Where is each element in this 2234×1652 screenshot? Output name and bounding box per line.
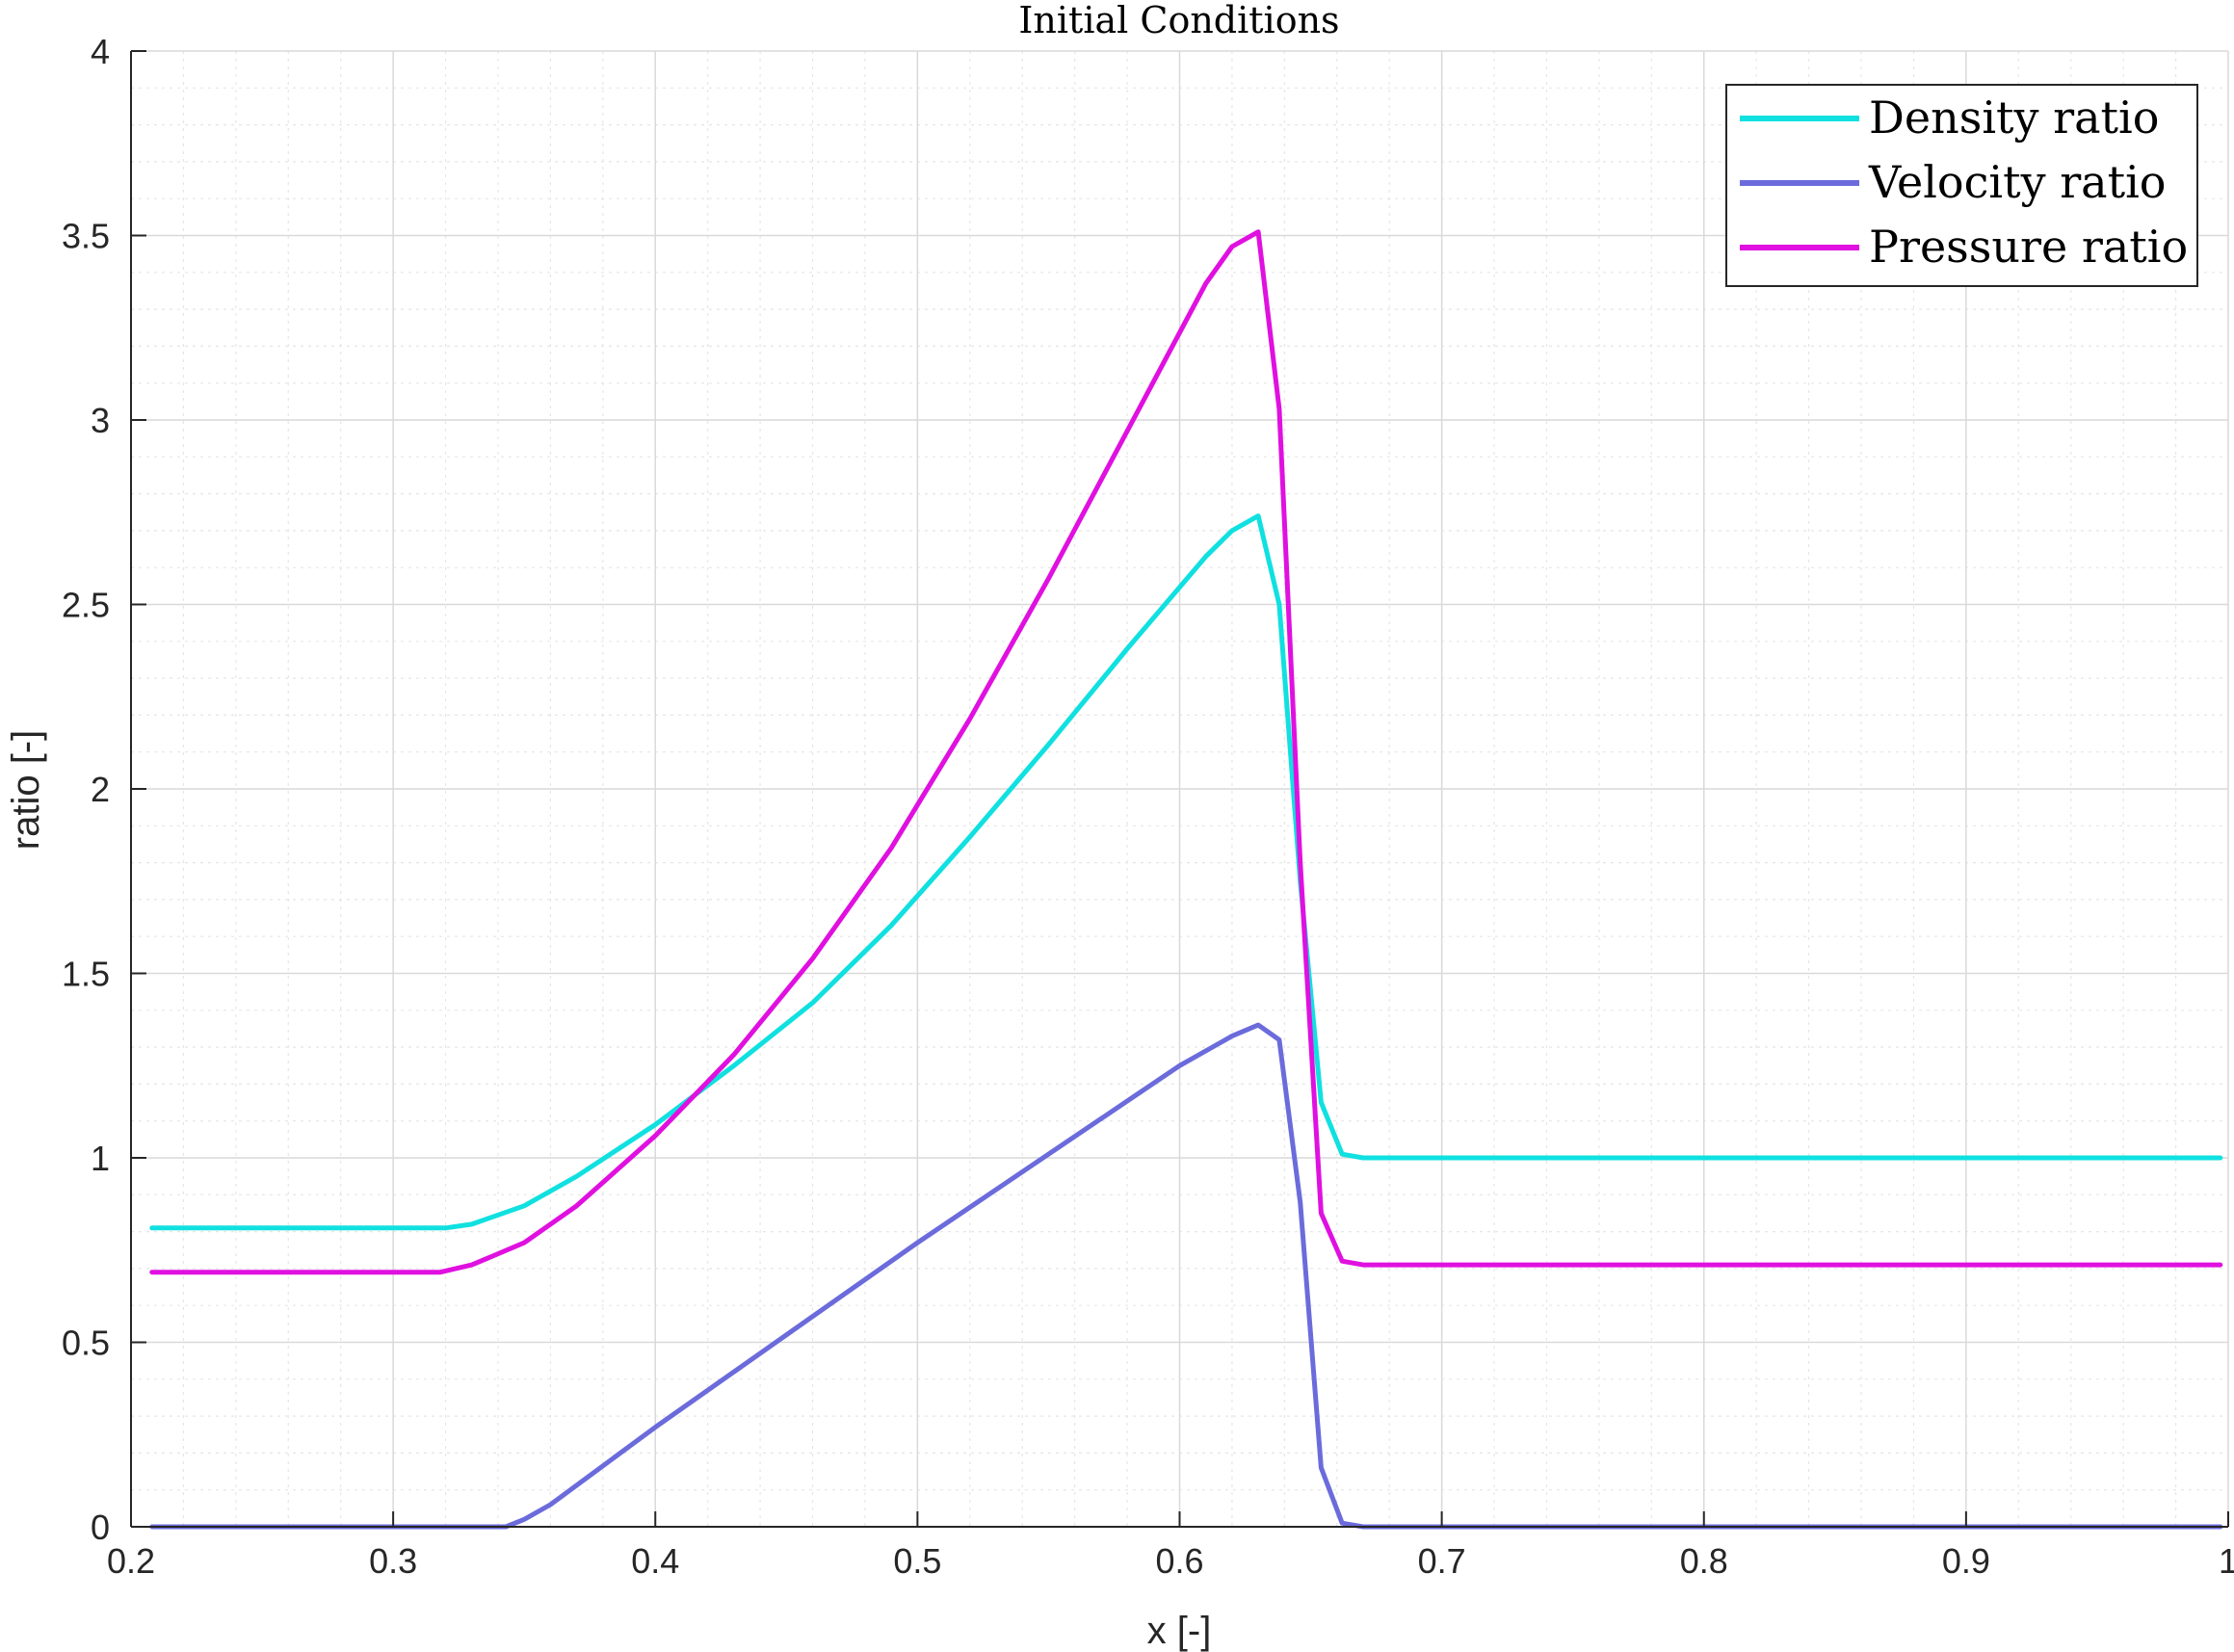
x-tick-label: 0.5 <box>893 1541 941 1581</box>
y-tick-label: 0 <box>91 1508 110 1547</box>
y-axis-label: ratio [-] <box>5 730 47 850</box>
x-tick-label: 0.6 <box>1155 1541 1203 1581</box>
legend: Density ratio Velocity ratio Pressure ra… <box>1725 84 2198 287</box>
x-tick-label: 0.2 <box>107 1541 155 1581</box>
y-tick-label: 3 <box>91 401 110 440</box>
x-tick-label: 0.8 <box>1680 1541 1728 1581</box>
series-line-density-ratio <box>149 513 2223 1231</box>
y-tick-label: 2.5 <box>62 586 110 625</box>
chart-title: Initial Conditions <box>1018 0 1339 41</box>
y-tick-label: 4 <box>91 32 110 71</box>
legend-label-pressure: Pressure ratio <box>1869 221 2188 273</box>
y-tick-label: 1.5 <box>62 955 110 994</box>
legend-label-density: Density ratio <box>1869 92 2159 144</box>
x-axis-label: x [-] <box>1147 1610 1212 1652</box>
x-tick-label: 0.9 <box>1942 1541 1990 1581</box>
legend-label-velocity: Velocity ratio <box>1868 156 2167 208</box>
x-tick-label: 0.3 <box>369 1541 417 1581</box>
y-tick-label: 3.5 <box>62 217 110 256</box>
x-tick-label: 0.7 <box>1418 1541 1466 1581</box>
series-line-pressure-ratio <box>149 229 2223 1275</box>
y-tick-label: 2 <box>91 770 110 809</box>
x-tick-label: 0.4 <box>631 1541 679 1581</box>
y-tick-label: 0.5 <box>62 1324 110 1363</box>
y-tick-label: 1 <box>91 1139 110 1178</box>
x-tick-label: 1 <box>2219 1541 2234 1581</box>
axes: 0.2 0.3 0.4 0.5 0.6 0.7 0.8 0.9 1 0 0.5 1 1.5 2 2.5 3 3.… <box>62 32 2234 1581</box>
